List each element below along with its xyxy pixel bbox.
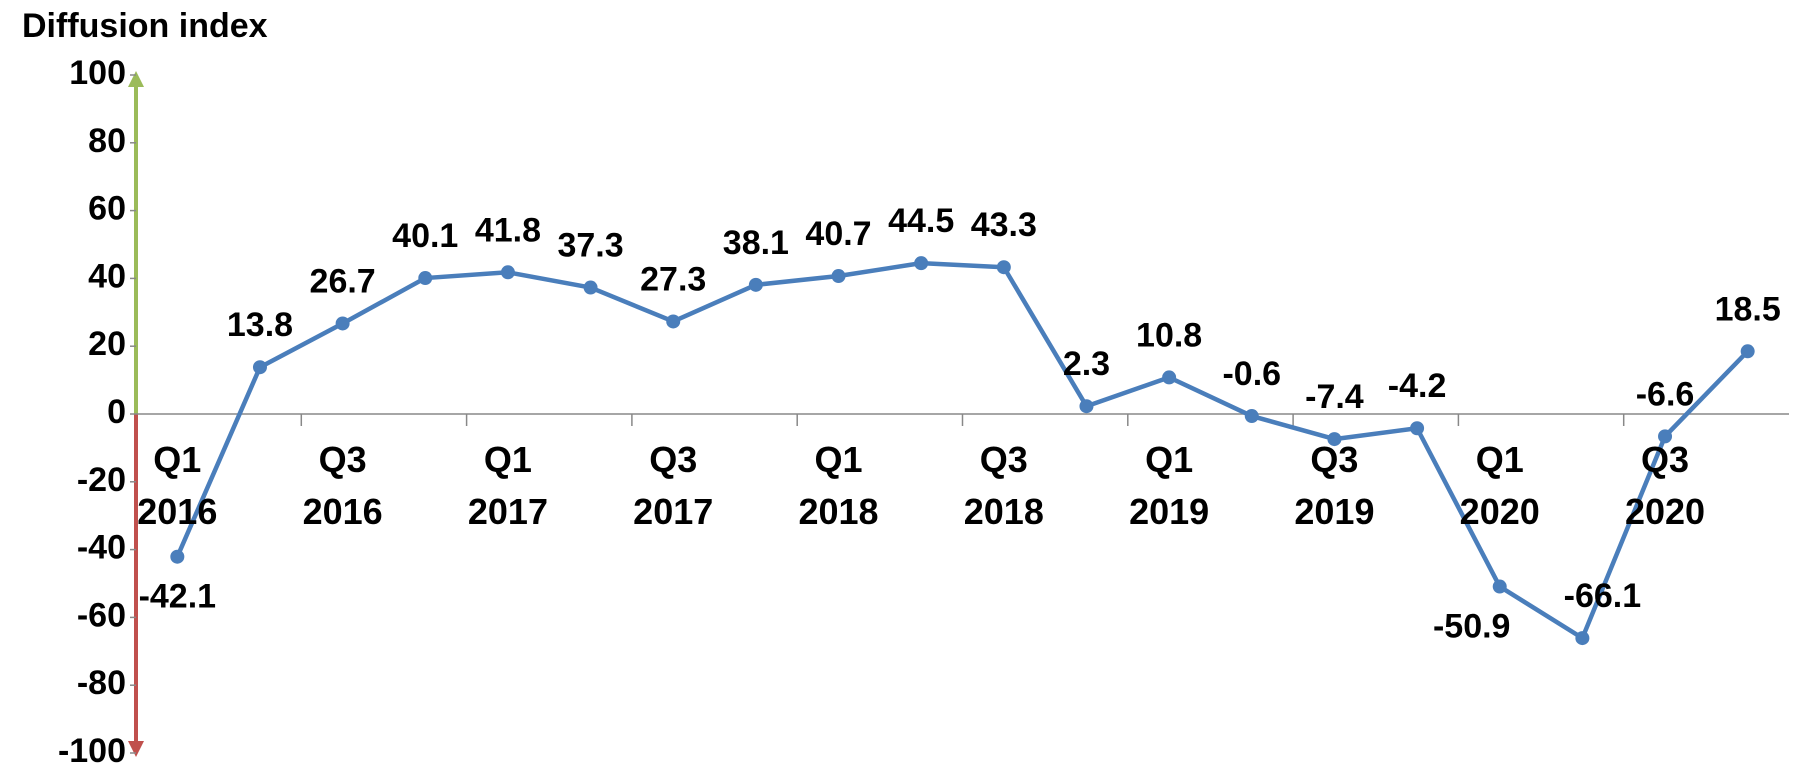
data-point — [252, 360, 267, 375]
y-tick-label: -100 — [58, 732, 126, 766]
x-tick-label: Q3 2017 — [633, 439, 714, 532]
data-point — [666, 314, 681, 329]
y-tick-label: -80 — [77, 664, 126, 702]
data-point — [418, 271, 433, 286]
chart-title: Diffusion index — [22, 7, 268, 45]
data-point — [1410, 421, 1425, 436]
data-point — [170, 549, 185, 564]
data-label: 40.1 — [392, 217, 458, 255]
data-label: 44.5 — [888, 202, 954, 240]
y-tick-label: -40 — [77, 529, 126, 567]
x-tick-label: Q1 2018 — [798, 439, 879, 532]
y-tick-label: 60 — [88, 190, 126, 228]
data-point — [583, 280, 598, 295]
data-label: -66.1 — [1564, 577, 1642, 615]
x-tick-label: Q1 2020 — [1459, 439, 1540, 532]
data-label: -50.9 — [1433, 608, 1511, 646]
data-point — [996, 260, 1011, 275]
data-point — [1492, 579, 1507, 594]
data-label: -7.4 — [1305, 378, 1364, 416]
data-point — [500, 265, 515, 280]
data-point — [1162, 370, 1177, 385]
data-label: 37.3 — [557, 227, 623, 265]
data-label: -42.1 — [139, 578, 217, 616]
data-point — [748, 277, 763, 292]
data-label: -0.6 — [1222, 355, 1281, 393]
series-line — [175, 260, 1750, 641]
x-tick-label: Q3 2019 — [1294, 439, 1375, 532]
data-label: -6.6 — [1636, 375, 1695, 413]
data-label: 38.1 — [723, 224, 789, 262]
data-label: 10.8 — [1136, 316, 1202, 354]
x-tick-label: Q3 2018 — [963, 439, 1044, 532]
arrow-up — [128, 71, 144, 87]
data-point — [1244, 409, 1259, 424]
y-tick-label: 20 — [88, 325, 126, 363]
data-label: 27.3 — [640, 260, 706, 298]
data-point — [1575, 631, 1590, 646]
y-tick-label: 0 — [107, 393, 126, 431]
data-label: 2.3 — [1063, 345, 1110, 383]
data-label: 43.3 — [971, 206, 1037, 244]
data-label: 40.7 — [805, 215, 871, 253]
data-point — [1327, 432, 1342, 447]
data-label: 13.8 — [227, 306, 293, 344]
data-point — [1079, 399, 1094, 414]
data-label: 41.8 — [475, 211, 541, 249]
data-label: 18.5 — [1715, 290, 1781, 328]
x-tick-label: Q3 2016 — [302, 439, 383, 532]
data-label: 26.7 — [310, 262, 376, 300]
x-tick-label: Q1 2019 — [1129, 439, 1210, 532]
y-tick-label: 100 — [69, 54, 126, 92]
data-point — [831, 269, 846, 284]
x-tick-label: Q1 2017 — [467, 439, 548, 532]
data-point — [335, 316, 350, 331]
y-tick-label: 80 — [88, 122, 126, 160]
x-tick-label: Q3 2020 — [1624, 439, 1706, 532]
arrow-down — [128, 741, 144, 757]
data-label: -4.2 — [1388, 367, 1447, 405]
y-tick-label: -20 — [77, 461, 126, 499]
x-tick-label: Q1 2016 — [137, 439, 218, 532]
data-point — [1658, 429, 1673, 444]
data-point — [914, 256, 929, 271]
data-point — [1740, 344, 1755, 359]
y-tick-label: 40 — [88, 257, 126, 295]
y-tick-label: -60 — [77, 596, 126, 634]
